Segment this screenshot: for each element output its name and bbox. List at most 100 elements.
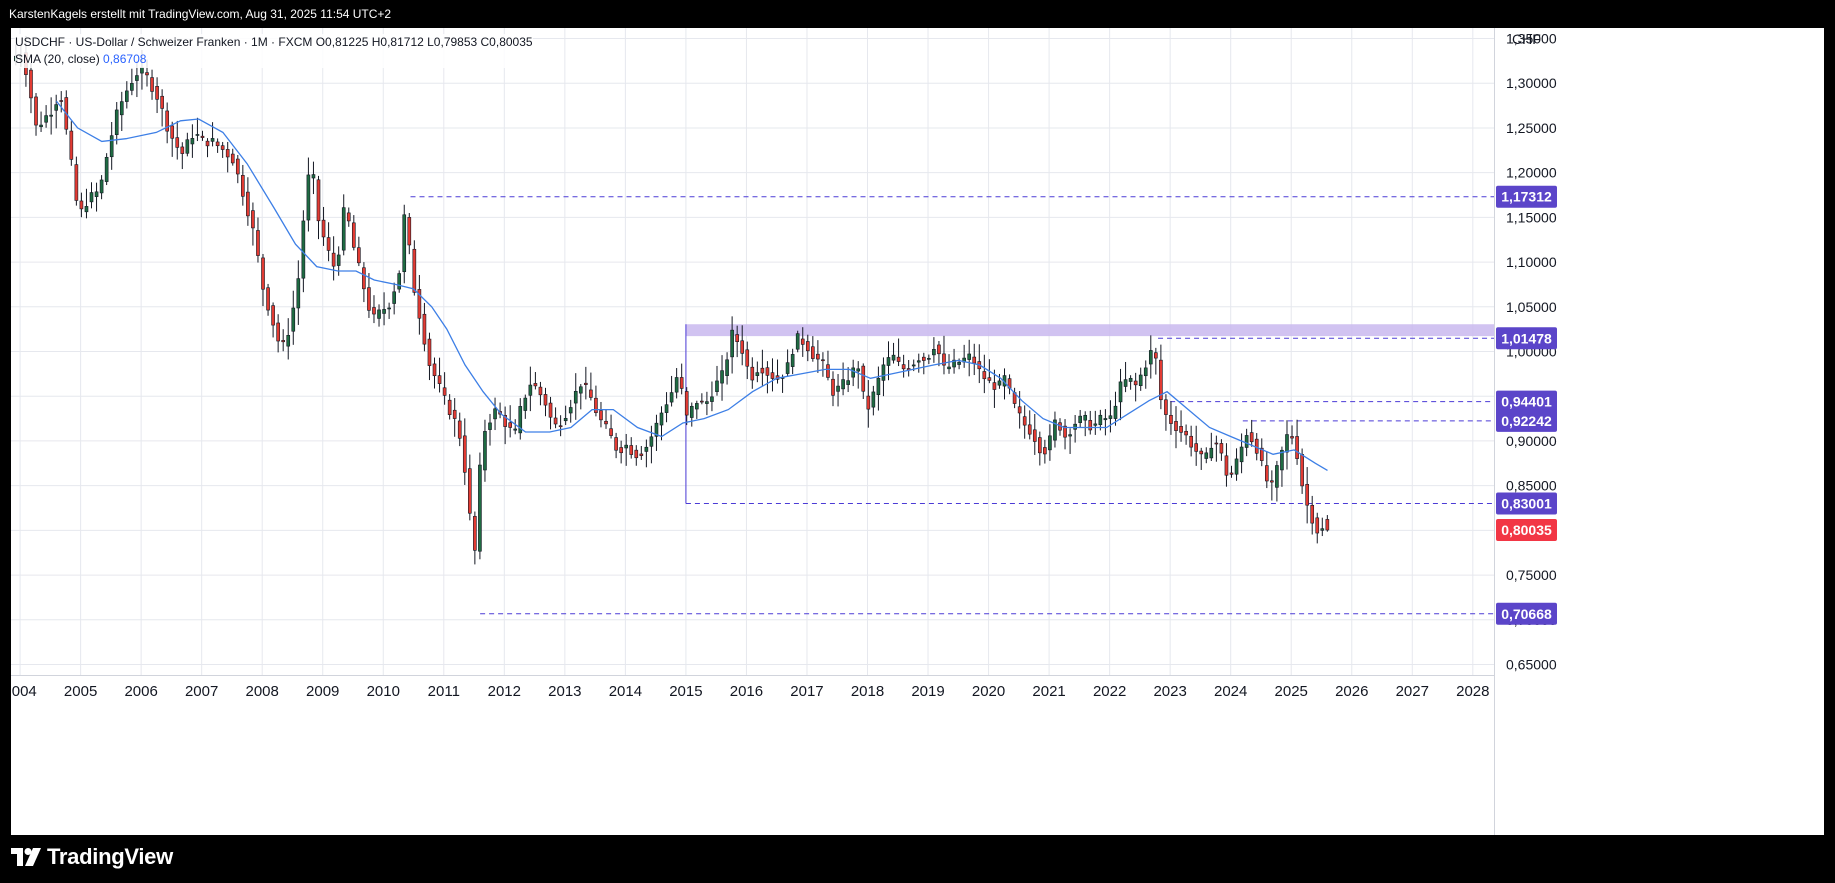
candle-body[interactable] xyxy=(805,341,810,352)
candle-body[interactable] xyxy=(725,359,729,376)
candle-body[interactable] xyxy=(49,114,53,117)
candle-body[interactable] xyxy=(543,394,548,406)
candle-body[interactable] xyxy=(957,361,961,365)
candle-body[interactable] xyxy=(659,412,664,426)
candle-body[interactable] xyxy=(125,90,129,102)
candle-body[interactable] xyxy=(357,247,361,264)
last-price-tag[interactable] xyxy=(1496,519,1557,542)
candle-body[interactable] xyxy=(99,179,104,194)
level-price-tag[interactable] xyxy=(1496,492,1557,515)
candle-body[interactable] xyxy=(94,191,99,197)
candle-body[interactable] xyxy=(1032,429,1037,442)
candle-body[interactable] xyxy=(1098,414,1103,426)
candle-body[interactable] xyxy=(59,100,64,102)
candle-body[interactable] xyxy=(1073,423,1077,430)
level-price-tag[interactable] xyxy=(1496,390,1557,413)
candle-body[interactable] xyxy=(170,125,175,139)
candle-body[interactable] xyxy=(644,446,649,452)
candle-body[interactable] xyxy=(901,364,906,370)
candle-body[interactable] xyxy=(846,380,850,385)
candle-body[interactable] xyxy=(1083,414,1088,421)
candle-body[interactable] xyxy=(972,356,977,364)
candle-body[interactable] xyxy=(1280,449,1284,471)
candle-body[interactable] xyxy=(1159,359,1163,401)
candle-body[interactable] xyxy=(826,364,830,378)
candle-body[interactable] xyxy=(937,344,941,355)
candle-body[interactable] xyxy=(654,422,659,437)
candle-body[interactable] xyxy=(604,420,608,425)
sma-line[interactable] xyxy=(55,100,1328,471)
candle-body[interactable] xyxy=(114,109,119,135)
candle-body[interactable] xyxy=(573,391,578,404)
candle-body[interactable] xyxy=(508,422,512,428)
candle-body[interactable] xyxy=(130,83,134,91)
candle-body[interactable] xyxy=(44,115,48,123)
candle-body[interactable] xyxy=(821,359,825,362)
candle-body[interactable] xyxy=(437,375,442,384)
candle-body[interactable] xyxy=(1244,435,1249,448)
candle-body[interactable] xyxy=(457,420,462,439)
candle-body[interactable] xyxy=(235,158,240,175)
candle-body[interactable] xyxy=(301,220,306,279)
candle-body[interactable] xyxy=(553,417,558,425)
candle-body[interactable] xyxy=(891,354,896,361)
candle-body[interactable] xyxy=(1148,350,1153,365)
candle-body[interactable] xyxy=(69,130,74,160)
candle-body[interactable] xyxy=(1174,421,1178,431)
candle-body[interactable] xyxy=(513,428,518,431)
candle-body[interactable] xyxy=(538,386,543,396)
candle-body[interactable] xyxy=(1038,437,1042,454)
candle-body[interactable] xyxy=(367,287,371,311)
candle-body[interactable] xyxy=(165,110,169,132)
candle-body[interactable] xyxy=(563,418,568,422)
candle-body[interactable] xyxy=(1154,352,1158,359)
candle-body[interactable] xyxy=(800,338,805,345)
candle-body[interactable] xyxy=(735,334,739,342)
candle-body[interactable] xyxy=(785,362,790,374)
candle-body[interactable] xyxy=(609,428,613,436)
candle-body[interactable] xyxy=(382,309,386,314)
candle-body[interactable] xyxy=(1315,517,1320,534)
candle-body[interactable] xyxy=(871,391,876,408)
candle-body[interactable] xyxy=(1088,420,1093,431)
candle-body[interactable] xyxy=(942,353,946,366)
candle-body[interactable] xyxy=(987,377,992,381)
candle-body[interactable] xyxy=(311,174,316,179)
candle-body[interactable] xyxy=(1290,436,1294,439)
candle-body[interactable] xyxy=(346,212,351,222)
candle-body[interactable] xyxy=(109,135,114,158)
candle-body[interactable] xyxy=(190,138,195,145)
candle-body[interactable] xyxy=(387,307,391,310)
candle-body[interactable] xyxy=(150,77,154,92)
candle-body[interactable] xyxy=(1310,505,1315,524)
candle-body[interactable] xyxy=(1048,435,1052,451)
candle-body[interactable] xyxy=(145,72,149,76)
candle-body[interactable] xyxy=(1199,450,1204,455)
candle-body[interactable] xyxy=(568,407,573,414)
candle-body[interactable] xyxy=(392,291,396,304)
candle-body[interactable] xyxy=(1022,416,1027,426)
candle-body[interactable] xyxy=(160,95,164,109)
tradingview-logo[interactable]: TradingView xyxy=(11,844,173,870)
candle-body[interactable] xyxy=(407,217,412,246)
candle-body[interactable] xyxy=(745,349,750,367)
candle-body[interactable] xyxy=(927,358,931,360)
candle-body[interactable] xyxy=(558,425,563,428)
candle-body[interactable] xyxy=(483,431,487,471)
candle-body[interactable] xyxy=(674,377,679,393)
candle-body[interactable] xyxy=(1194,443,1199,452)
candle-body[interactable] xyxy=(634,449,639,459)
candle-body[interactable] xyxy=(694,403,699,410)
candle-body[interactable] xyxy=(599,410,603,421)
candle-body[interactable] xyxy=(765,367,770,376)
candle-body[interactable] xyxy=(664,404,669,413)
candle-body[interactable] xyxy=(362,267,366,290)
candle-body[interactable] xyxy=(750,366,755,381)
candle-body[interactable] xyxy=(589,389,593,398)
candle-body[interactable] xyxy=(947,366,951,370)
candle-body[interactable] xyxy=(225,149,230,158)
candle-body[interactable] xyxy=(442,387,447,396)
candle-body[interactable] xyxy=(614,437,618,451)
price-chart[interactable]: 0,650000,700000,750000,800000,850000,900… xyxy=(11,28,1824,835)
candle-body[interactable] xyxy=(816,353,820,360)
